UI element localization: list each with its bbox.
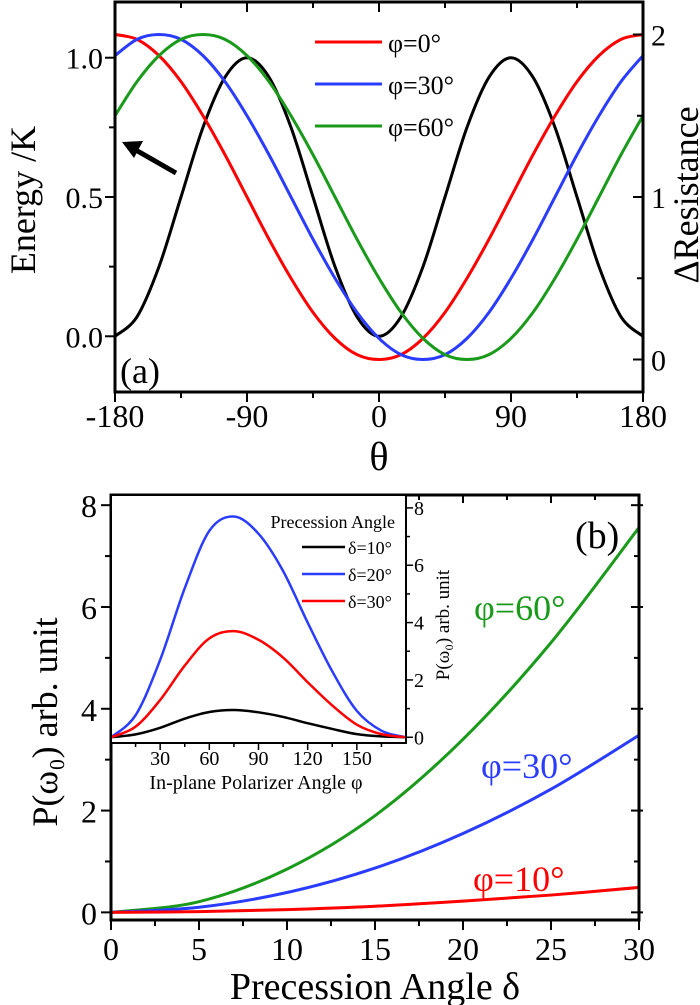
panel-a-ticks: -180 -90 0 90 180 0.0 0.5 1.0 0 1 2 [66,2,667,434]
inset-legend-title: Precession Angle [271,512,395,532]
y-tick-label: 0.5 [66,182,104,215]
y-right-tick-label: 0 [651,345,666,378]
x-tick-label: -90 [226,398,269,434]
x-tick-label: 180 [619,398,667,434]
series-line-phi-3 [113,32,645,362]
inset-y-tick-label: 6 [414,555,424,577]
inset-xlabel: In-plane Polarizer Angle φ [149,772,362,794]
inset: 30 60 90 120 150 0 2 4 6 8 In-plane Polarizer Ang… [110,494,454,794]
x-tick-label: 0 [103,931,119,967]
series-line-2 [110,885,640,914]
inset-series-line-0 [110,708,407,739]
inset-x-tick-label: 90 [249,748,269,770]
panel-a-curves [113,32,645,362]
x-tick-label: 10 [271,931,303,967]
series-line-1 [110,733,640,914]
panel-b-xlabel: Precession Angle δ [230,966,520,1005]
inset-series-line-2 [110,629,407,739]
x-tick-label: 90 [495,398,527,434]
series-label-phi-30: φ=30° [481,746,572,786]
inset-ticks: 30 60 90 120 150 0 2 4 6 8 [134,498,424,770]
legend-label: φ=30° [388,71,454,100]
x-tick-label: 30 [623,931,655,967]
y-tick-label: 6 [81,590,97,626]
y-right-tick-label: 2 [651,20,666,53]
y-tick-label: 0.0 [66,321,104,354]
panel-b-label: (b) [575,515,619,557]
x-tick-label: 20 [447,931,479,967]
inset-legend: δ=10° δ=20° δ=30° [302,538,392,612]
inset-x-tick-label: 60 [199,748,219,770]
panel-a-ylabel: Energy /K [3,126,43,274]
panel-a-xlabel: θ [369,434,388,479]
inset-legend-label: δ=20° [348,565,392,585]
inset-x-tick-label: 120 [293,748,323,770]
x-tick-label: -180 [86,398,145,434]
y-tick-label: 4 [81,692,97,728]
inset-y-tick-label: 2 [414,670,424,692]
series-line-0 [110,526,641,914]
y-tick-label: 1.0 [66,43,104,76]
inset-y-tick-label: 0 [414,727,424,749]
inset-x-tick-label: 30 [150,748,170,770]
inset-curves [110,515,407,739]
panel-a-label: (a) [120,351,160,391]
panel-a-legend: φ=0° φ=30° φ=60° [315,29,454,142]
panel-a: -180 -90 0 90 180 0.0 0.5 1.0 0 1 2 θ Energy /K ΔR… [3,0,700,479]
inset-legend-label: δ=30° [348,592,392,612]
y-tick-label: 2 [81,794,97,830]
x-tick-label: 15 [359,931,391,967]
inset-legend-label: δ=10° [348,538,392,558]
inset-series-line-1 [110,515,407,739]
panel-a-ylabel-right: ΔResistance [666,106,700,283]
panel-b-ylabel: P(ω₀) arb. unit [25,617,65,826]
inset-y-tick-label: 4 [414,613,424,635]
series-label-phi-60: φ=60° [474,588,565,628]
legend-label: φ=0° [388,29,441,58]
series-line-phi-2 [114,32,645,362]
legend-label: φ=60° [388,113,454,142]
panel-b-curves [110,526,641,914]
x-tick-label: 0 [371,398,387,434]
y-right-tick-label: 1 [651,182,666,215]
y-tick-label: 8 [81,488,97,524]
inset-y-tick-label: 8 [414,498,424,520]
series-label-phi-10: φ=10° [473,859,564,899]
x-tick-label: 5 [191,931,207,967]
arrow-icon [122,141,178,176]
series-line-phi-1 [114,33,644,362]
inset-x-tick-label: 150 [342,748,372,770]
inset-ylabel: P(ω₀) arb. unit [433,569,454,680]
x-tick-label: 25 [535,931,567,967]
y-tick-label: 0 [81,895,97,931]
